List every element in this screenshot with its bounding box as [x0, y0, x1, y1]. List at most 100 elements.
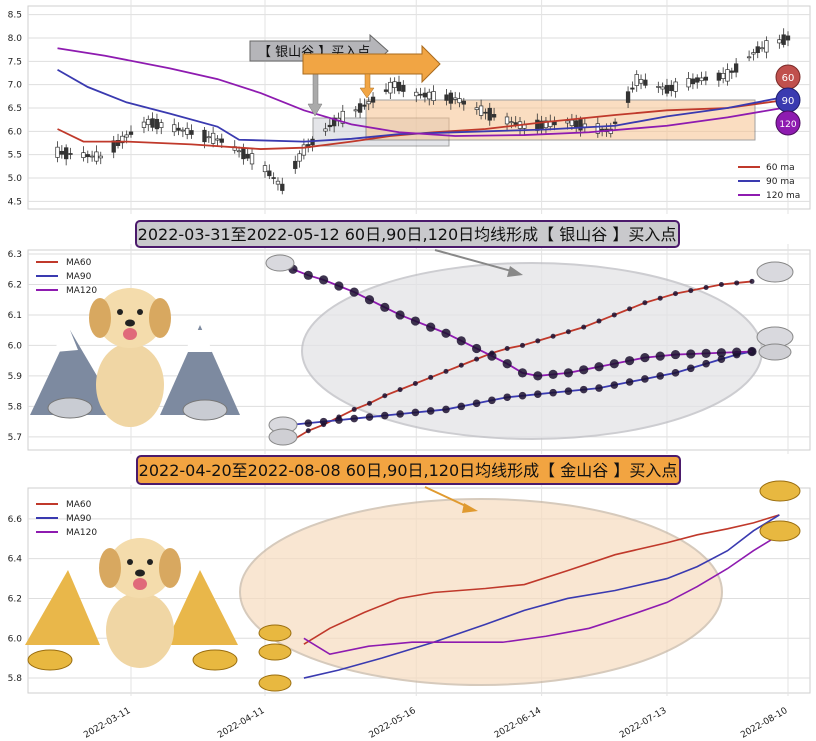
- candle-body: [249, 153, 255, 165]
- candle-body: [690, 78, 696, 85]
- candle-body: [146, 118, 151, 126]
- candle-body: [513, 122, 518, 125]
- candle-body: [509, 121, 514, 124]
- silver-dog-illustration: [30, 288, 240, 427]
- point-MA120: [655, 351, 665, 361]
- candle-body: [574, 120, 579, 128]
- candlestick-panel: 4.55.05.56.06.57.07.58.08.5 【 银山谷 】买入点 6…: [8, 0, 811, 214]
- legend-ma120: MA120: [66, 286, 97, 296]
- point-MA90: [335, 416, 343, 424]
- point-MA90: [717, 355, 726, 363]
- candle-body: [634, 74, 639, 86]
- point-MA90: [488, 396, 496, 405]
- candle-body: [504, 116, 510, 125]
- candle-body: [396, 81, 402, 92]
- candle-body: [453, 97, 458, 100]
- candle-body: [444, 94, 449, 101]
- candle-body: [89, 155, 95, 158]
- candle-body: [595, 123, 600, 134]
- candle-body: [565, 120, 570, 124]
- x-tick-label: 2022-04-11: [216, 706, 266, 741]
- candle-body: [301, 144, 307, 156]
- point-MA60: [565, 329, 571, 335]
- point-MA90: [579, 385, 588, 394]
- candle-body: [219, 138, 224, 143]
- candle-body: [115, 140, 121, 146]
- point-MA90: [610, 381, 619, 389]
- candle-body: [695, 77, 700, 83]
- ma-badges: 60 90 120: [775, 64, 801, 136]
- legend-120ma: 120 ma: [766, 191, 800, 201]
- candle-body: [625, 91, 631, 103]
- candle-body: [267, 170, 272, 177]
- candle-body: [262, 165, 268, 173]
- candle-body: [202, 129, 207, 143]
- candle-body: [64, 147, 69, 160]
- candle-body: [280, 183, 285, 191]
- line-MA120-bottom: [303, 534, 780, 656]
- silver-banner-text: 2022-03-31至2022-05-12 60日,90日,120日均线形成【 …: [138, 225, 677, 244]
- candle-body: [297, 153, 302, 162]
- point-MA120: [701, 348, 711, 358]
- legend-ma120-bottom: MA120: [66, 528, 97, 538]
- point-MA120: [548, 369, 558, 379]
- gold-banner-text: 2022-04-20至2022-08-08 60日,90日,120日均线形成【 …: [139, 461, 678, 480]
- candle-body: [236, 150, 242, 153]
- candles: [55, 28, 791, 195]
- y-tick-label: 5.7: [8, 433, 22, 443]
- gold-dog-illustration: [25, 538, 238, 671]
- point-MA60: [428, 374, 434, 380]
- point-MA90: [671, 369, 680, 377]
- y-tick-label: 6.6: [8, 515, 23, 525]
- y-tick-label: 7.5: [8, 57, 22, 67]
- point-MA60: [535, 338, 541, 344]
- candle-body: [340, 110, 345, 124]
- y-tick-label: 8.5: [8, 11, 22, 21]
- point-MA120: [579, 365, 589, 375]
- candle-body: [154, 118, 160, 130]
- point-MA90: [687, 364, 695, 373]
- candle-body: [699, 77, 704, 82]
- candle-body: [777, 39, 782, 44]
- candle-body: [120, 135, 125, 144]
- point-MA120: [410, 316, 420, 326]
- point-MA60: [520, 342, 525, 348]
- candle-body: [128, 131, 134, 135]
- candle-body: [422, 92, 428, 98]
- point-MA120: [686, 349, 696, 359]
- point-MA60: [657, 295, 663, 301]
- point-MA90: [641, 375, 649, 383]
- candle-body: [751, 52, 756, 55]
- y-tick-label: 5.5: [8, 151, 22, 161]
- point-MA60: [367, 400, 372, 406]
- y-tick-label: 8.0: [8, 34, 23, 44]
- point-MA90: [534, 390, 542, 398]
- top-grid: [28, 0, 810, 214]
- candle-body: [673, 81, 678, 92]
- ma-line-90ma: [57, 68, 789, 143]
- ma-line-120ma: [57, 47, 789, 137]
- legend-90ma: 90 ma: [766, 177, 795, 187]
- point-MA120: [380, 302, 390, 312]
- x-tick-label: 2022-08-10: [739, 706, 790, 741]
- point-MA120: [426, 322, 436, 332]
- point-MA60: [443, 368, 449, 374]
- candle-body: [388, 81, 393, 94]
- point-MA60: [382, 393, 388, 399]
- point-MA60: [596, 318, 602, 324]
- candle-body: [68, 153, 73, 155]
- point-MA90: [411, 408, 420, 417]
- y-tick-label: 6.3: [8, 250, 22, 260]
- point-MA90: [518, 391, 527, 400]
- x-tick-label: 2022-05-16: [367, 706, 418, 741]
- gold-highlight-ellipse: [239, 498, 723, 686]
- y-tick-label: 6.0: [8, 341, 23, 351]
- x-axis: 2022-03-11 2022-04-11 2022-05-16 2022-06-14…: [82, 706, 790, 741]
- candle-body: [660, 86, 665, 90]
- point-MA120: [625, 356, 635, 366]
- candle-body: [353, 109, 358, 112]
- badge-120: 120: [779, 120, 796, 130]
- candle-body: [332, 117, 337, 127]
- candle-body: [357, 103, 363, 113]
